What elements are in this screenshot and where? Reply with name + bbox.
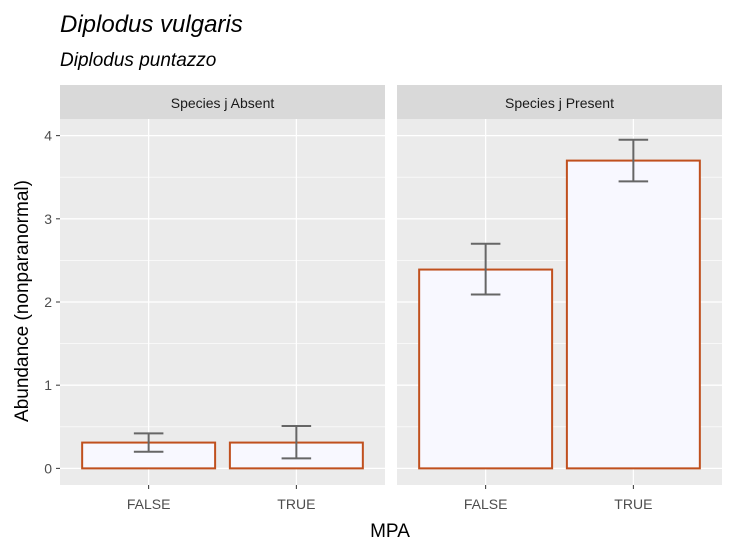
bar [565, 159, 701, 470]
x-tick-label: TRUE [277, 496, 315, 512]
facet-panel: Species j Absent FALSE TRUE [60, 85, 385, 512]
facet-strip-label: Species j Present [505, 95, 614, 111]
x-tick-label: TRUE [614, 496, 652, 512]
chart-subtitle: Diplodus puntazzo [60, 50, 216, 71]
x-tick-label: FALSE [127, 496, 171, 512]
facet-strip-label: Species j Absent [171, 95, 275, 111]
x-axis-title: MPA [370, 521, 410, 542]
y-axis-title: Abundance (nonparanormal) [12, 180, 33, 422]
error-bar [470, 242, 501, 296]
error-bar [618, 138, 649, 183]
facet-strip [397, 85, 722, 119]
y-tick-label: 1 [44, 377, 52, 393]
chart-title: Diplodus vulgaris [60, 11, 243, 38]
error-bar [281, 424, 312, 460]
error-bar [133, 432, 164, 453]
y-tick-label: 0 [44, 460, 52, 476]
y-tick-label: 3 [44, 211, 52, 227]
y-tick-label: 2 [44, 294, 52, 310]
x-tick-label: FALSE [464, 496, 508, 512]
facet-panel: Species j Present FALSE TRUE [397, 85, 722, 512]
facet-strip [60, 85, 385, 119]
y-tick-label: 4 [44, 128, 52, 144]
bar [418, 268, 554, 470]
